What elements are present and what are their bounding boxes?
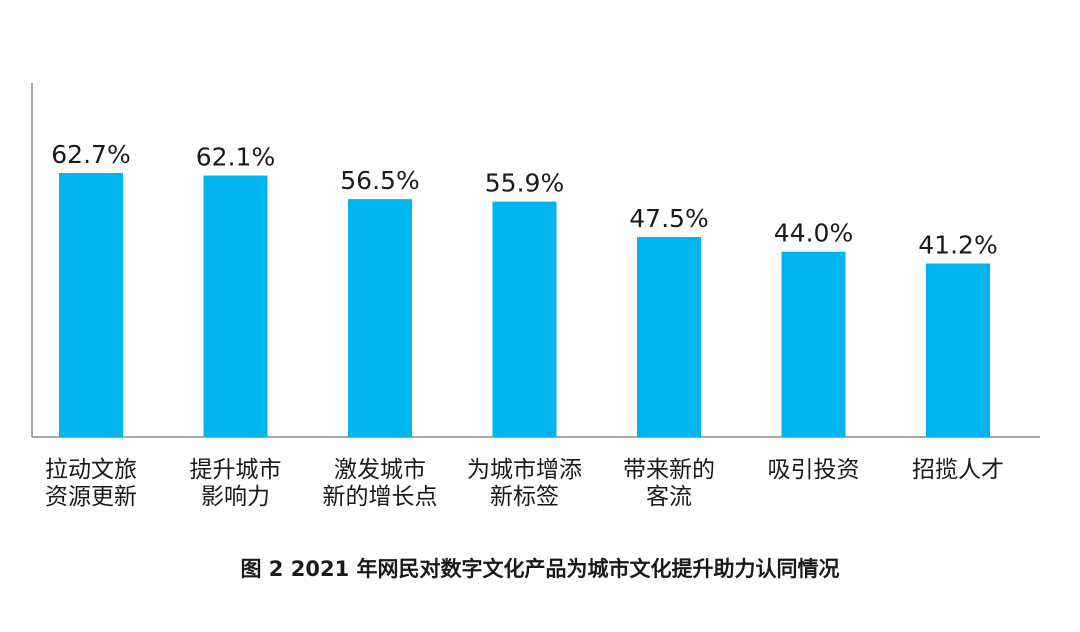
value-label-6: 41.2% <box>918 231 997 260</box>
bar-3 <box>492 201 557 437</box>
value-label-5: 44.0% <box>774 219 853 248</box>
bar-5 <box>781 251 846 437</box>
bar-4 <box>637 237 701 437</box>
value-label-4: 47.5% <box>629 204 708 233</box>
category-label-2: 激发城市新的增长点 <box>323 457 438 510</box>
bar-chart: 62.7% 62.1% 56.5% 55.9% 47.5% 44.0% 41.2% 拉动文旅… <box>31 83 1040 510</box>
category-label-1: 提升城市影响力 <box>190 457 282 510</box>
chart-caption: 图 2 2021 年网民对数字文化产品为城市文化提升助力认同情况 <box>240 557 840 581</box>
category-label-6: 招揽人才 <box>912 457 1004 483</box>
category-label-0: 拉动文旅资源更新 <box>45 457 137 510</box>
category-label-4: 带来新的客流 <box>623 457 715 510</box>
value-label-1: 62.1% <box>196 143 275 172</box>
value-label-3: 55.9% <box>485 169 564 198</box>
bar-1 <box>203 175 268 437</box>
bar-0 <box>59 173 123 437</box>
category-label-3: 为城市增添新标签 <box>467 457 582 510</box>
category-label-5: 吸引投资 <box>768 457 860 483</box>
bar-2 <box>348 199 412 437</box>
value-label-0: 62.7% <box>51 140 130 169</box>
bar-6 <box>926 263 990 437</box>
value-label-2: 56.5% <box>340 166 419 195</box>
